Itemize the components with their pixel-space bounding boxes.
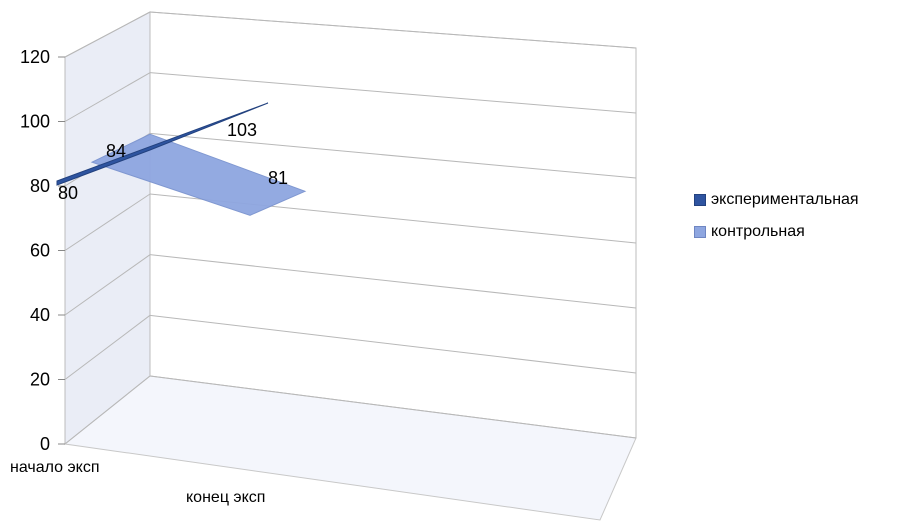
y-tick-label-40: 40	[30, 305, 50, 325]
gridline-left-40	[64, 254, 151, 316]
left-wall	[64, 11, 151, 446]
gridline-back-80	[149, 132, 637, 179]
legend-label-control: контрольная	[711, 223, 805, 240]
x-tick-label-начало эксп: начало эксп	[10, 459, 99, 476]
gridline-back-40	[149, 254, 637, 309]
legend-item-control: контрольная	[694, 222, 859, 242]
data-label-control-start: 84	[106, 141, 126, 161]
legend-label-experimental: экспериментальная	[711, 191, 859, 208]
x-tick-label-конец эксп: конец эксп	[186, 489, 265, 506]
series-control-ribbon	[90, 133, 307, 216]
gridline-back-0	[149, 375, 637, 439]
data-label-control-end: 81	[268, 168, 288, 188]
legend: экспериментальная контрольная	[694, 190, 859, 254]
y-tick-label-60: 60	[30, 241, 50, 261]
y-tick-label-0: 0	[40, 434, 50, 454]
y-tick-label-80: 80	[30, 176, 50, 196]
legend-item-experimental: экспериментальная	[694, 190, 859, 210]
y-tick-label-20: 20	[30, 370, 50, 390]
gridline-back-100	[149, 72, 637, 114]
data-label-experimental-end: 103	[227, 120, 257, 140]
gridline-back-120	[149, 11, 637, 49]
gridline-left-100	[64, 72, 151, 122]
gridline-left-20	[64, 314, 151, 380]
gridline-left-60	[64, 193, 151, 251]
series-experimental-ribbon	[56, 102, 269, 186]
y-tick-label-100: 100	[20, 112, 50, 132]
gridline-left-0	[64, 375, 151, 445]
back-wall	[149, 11, 637, 439]
legend-swatch-control	[694, 226, 706, 238]
legend-swatch-experimental	[694, 194, 706, 206]
gridline-back-20	[149, 314, 637, 374]
data-label-experimental-start: 80	[58, 183, 78, 203]
y-tick-label-120: 120	[20, 47, 50, 67]
gridline-left-120	[64, 11, 151, 58]
